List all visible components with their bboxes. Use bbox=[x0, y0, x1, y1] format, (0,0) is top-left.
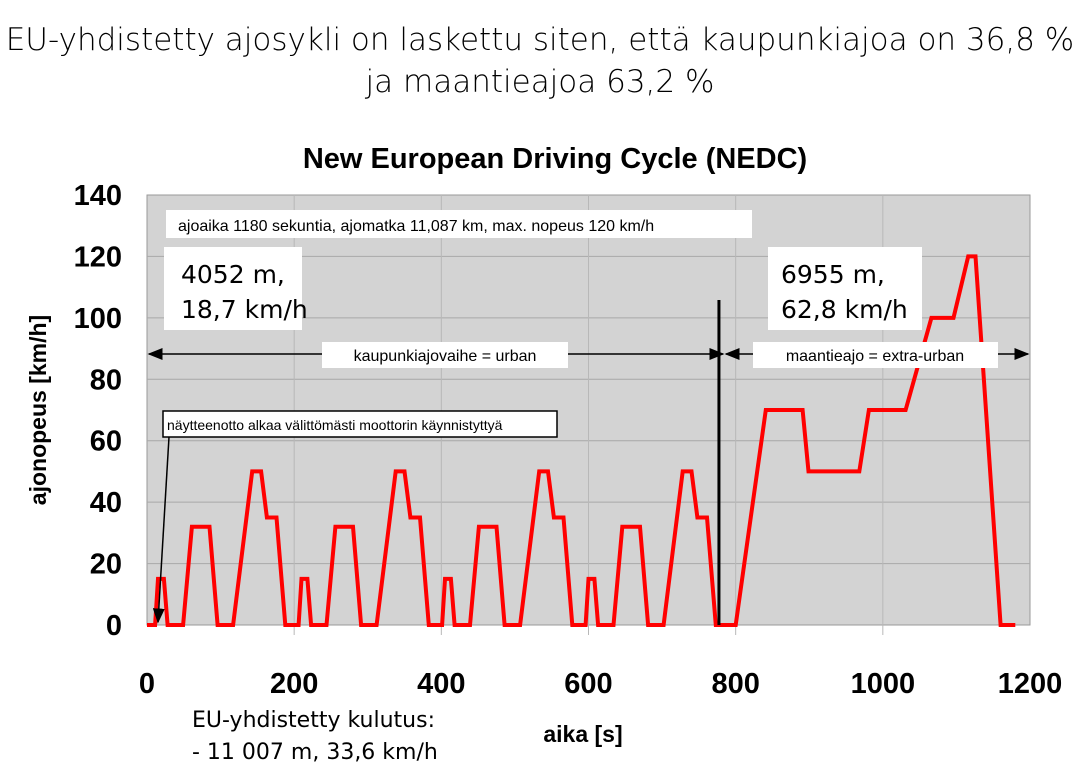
y-tick-label: 140 bbox=[74, 180, 122, 212]
urban-label-box bbox=[322, 342, 568, 368]
extra-urban-label: maantieajo = extra-urban bbox=[786, 348, 964, 365]
urban-distance: 4052 m, bbox=[181, 260, 285, 289]
x-tick-label: 1000 bbox=[851, 668, 916, 700]
footnote-line-1: EU-yhdistetty kulutus: bbox=[192, 708, 435, 733]
extra-urban-label-box bbox=[753, 342, 998, 368]
x-tick-label: 0 bbox=[139, 668, 155, 700]
x-tick-label: 1200 bbox=[998, 668, 1063, 700]
sampling-note-arrow bbox=[152, 436, 170, 624]
headline-line-2: ja maantieajoa 63,2 % bbox=[365, 64, 715, 100]
y-axis-label: ajonopeus [km/h] bbox=[25, 315, 51, 505]
x-tick-label: 600 bbox=[564, 668, 612, 700]
urban-stats-box bbox=[164, 247, 302, 330]
x-tick-label: 800 bbox=[711, 668, 759, 700]
speed-series-line bbox=[147, 254, 1016, 627]
y-tick-label: 80 bbox=[90, 364, 122, 396]
extra-urban-speed: 62,8 km/h bbox=[781, 295, 908, 324]
x-tick-label: 400 bbox=[417, 668, 465, 700]
chart-title: New European Driving Cycle (NEDC) bbox=[303, 143, 807, 175]
extra-urban-stats-box bbox=[768, 247, 922, 330]
y-tick-label: 120 bbox=[74, 241, 122, 273]
x-axis-label: aika [s] bbox=[543, 721, 622, 747]
sampling-note-box bbox=[162, 410, 558, 438]
y-tick-label: 100 bbox=[74, 303, 122, 335]
sampling-note: näytteenotto alkaa välittömästi moottori… bbox=[167, 417, 503, 433]
urban-label: kaupunkiajovaihe = urban bbox=[354, 348, 537, 365]
y-tick-label: 0 bbox=[106, 610, 122, 642]
footnote-line-2: - 11 007 m, 33,6 km/h bbox=[192, 740, 438, 765]
urban-speed: 18,7 km/h bbox=[181, 295, 308, 324]
summary-box bbox=[166, 210, 752, 238]
headline-line-1: EU-yhdistetty ajosykli on laskettu siten… bbox=[5, 22, 1075, 58]
y-tick-label: 40 bbox=[90, 487, 122, 519]
summary-text: ajoaika 1180 sekuntia, ajomatka 11,087 k… bbox=[178, 218, 654, 235]
extra-urban-distance: 6955 m, bbox=[781, 260, 885, 289]
x-tick-label: 200 bbox=[270, 668, 318, 700]
y-tick-label: 20 bbox=[90, 549, 122, 581]
y-tick-label: 60 bbox=[90, 426, 122, 458]
